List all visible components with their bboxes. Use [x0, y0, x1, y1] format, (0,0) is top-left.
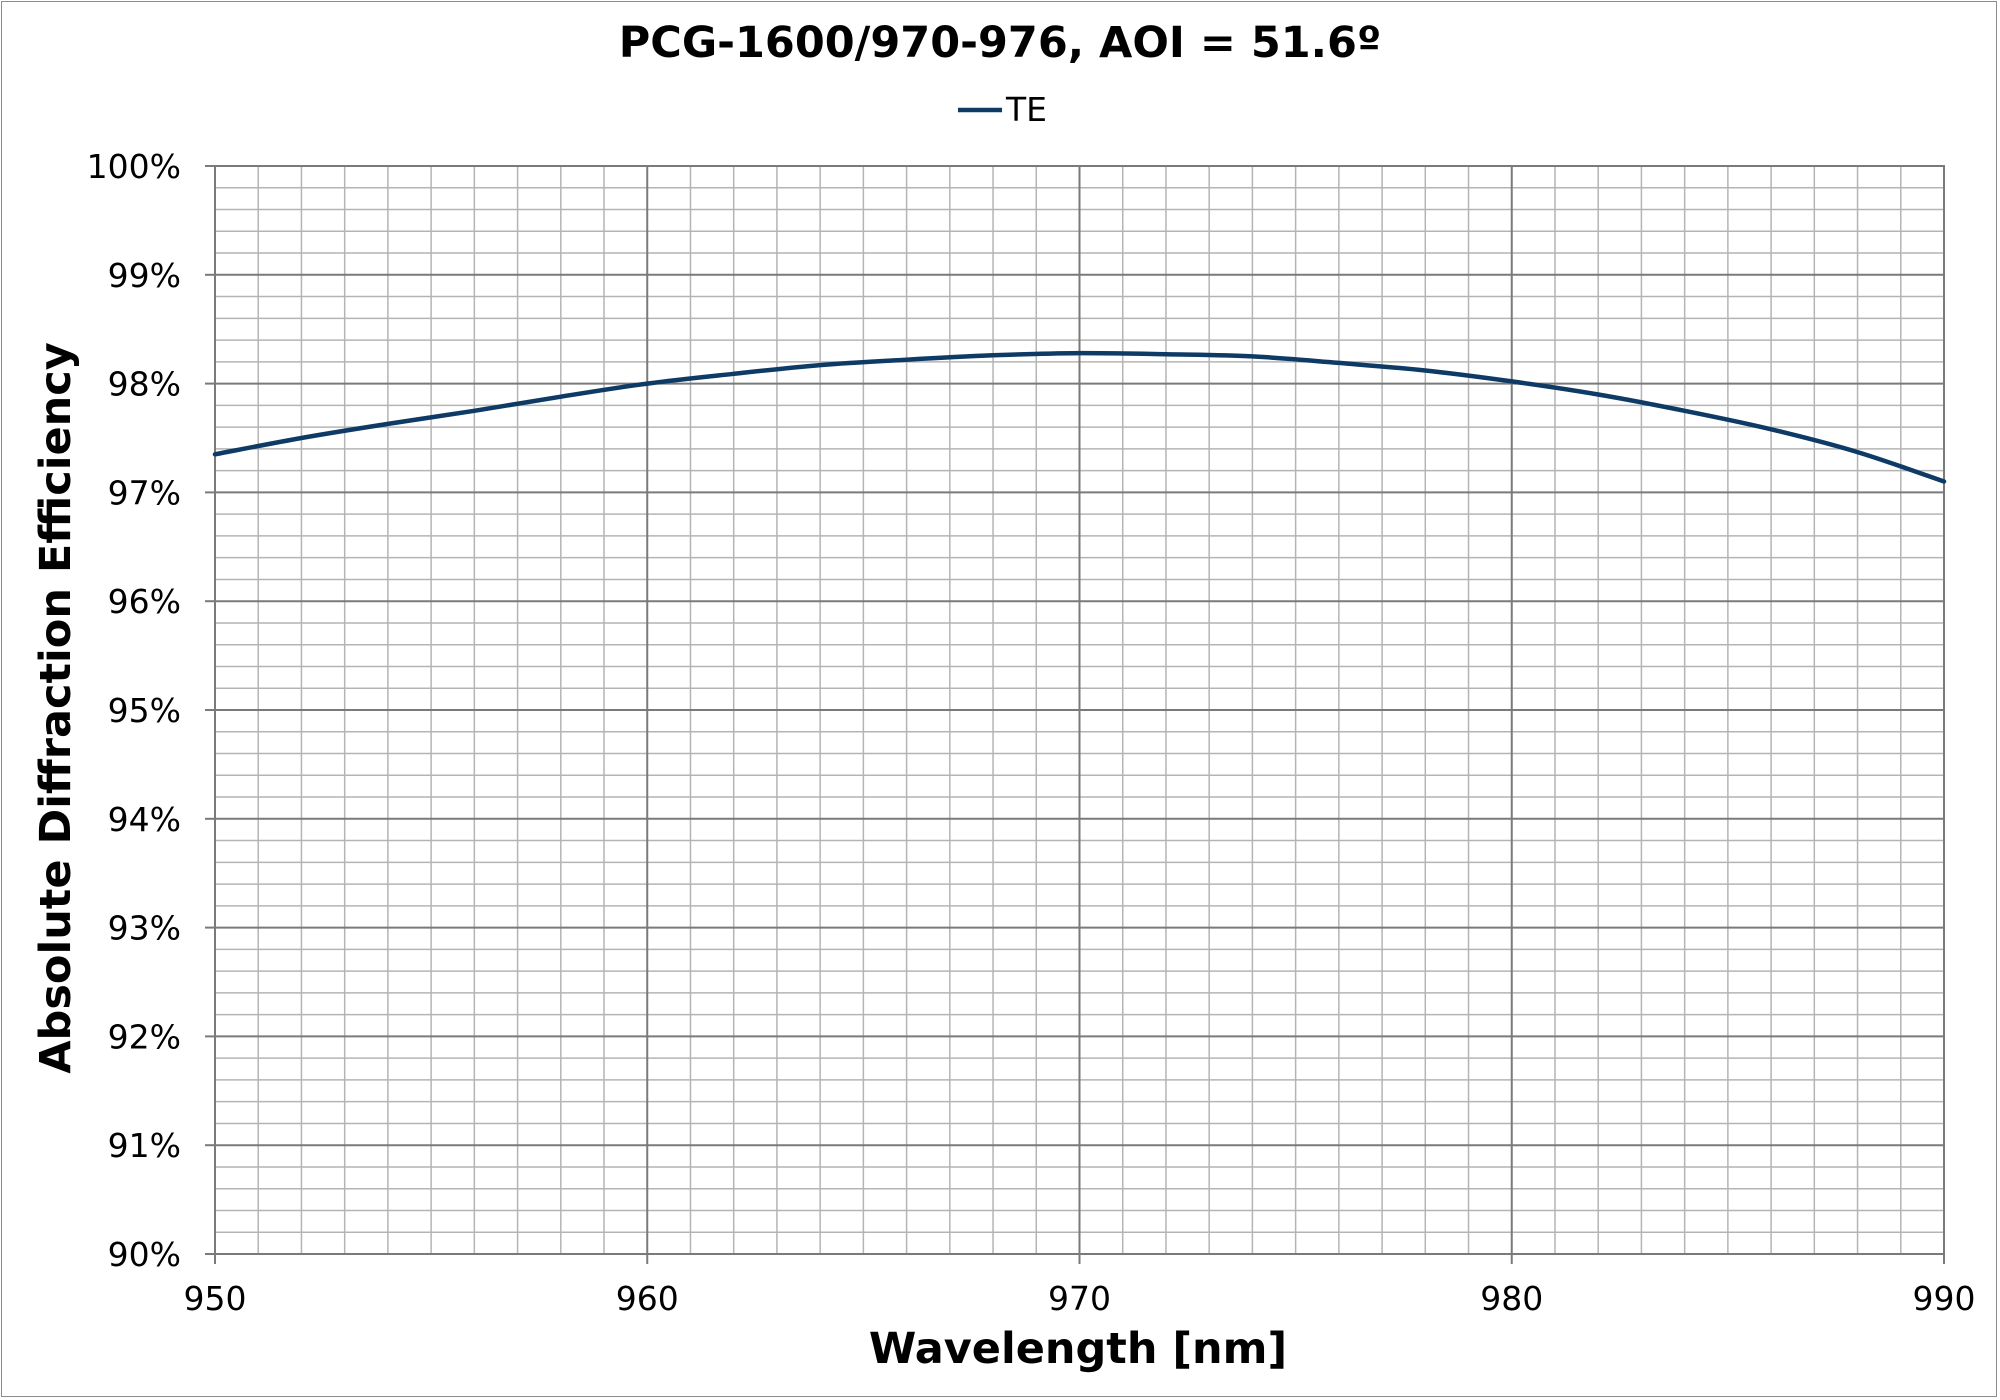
x-tick-label: 950	[184, 1279, 247, 1318]
series-line-te	[212, 350, 1947, 484]
y-tick-label: 98%	[108, 365, 181, 404]
x-axis-title: Wavelength [nm]	[869, 1324, 1287, 1374]
y-tick-label: 99%	[108, 256, 181, 295]
x-tick-label: 980	[1480, 1279, 1543, 1318]
y-tick-label: 93%	[108, 909, 181, 948]
y-tick-label: 96%	[108, 582, 181, 621]
plot-area-border	[214, 165, 1945, 1255]
y-tick-label: 94%	[108, 800, 181, 839]
legend-label-te: TE	[1005, 90, 1047, 129]
y-tick-labels: 90% 91% 92% 93% 94% 95% 96% 97% 98% 99% 100%	[87, 147, 181, 1274]
y-tick-label: 100%	[87, 147, 181, 186]
legend: TE	[958, 90, 1047, 129]
chart-title: PCG-1600/970-976, AOI = 51.6º	[619, 18, 1381, 68]
y-tick-label: 92%	[108, 1017, 181, 1056]
y-tick-label: 90%	[108, 1235, 181, 1274]
x-tick-label: 990	[1913, 1279, 1976, 1318]
series-layer	[212, 350, 1947, 484]
axes	[205, 165, 1945, 1264]
x-tick-labels: 950 960 970 980 990	[184, 1279, 1976, 1318]
x-tick-label: 960	[616, 1279, 679, 1318]
y-tick-label: 91%	[108, 1126, 181, 1165]
y-tick-label: 97%	[108, 473, 181, 512]
y-axis-title: Absolute Diffraction Efficiency	[31, 342, 81, 1073]
x-tick-label: 970	[1048, 1279, 1111, 1318]
y-tick-label: 95%	[108, 691, 181, 730]
